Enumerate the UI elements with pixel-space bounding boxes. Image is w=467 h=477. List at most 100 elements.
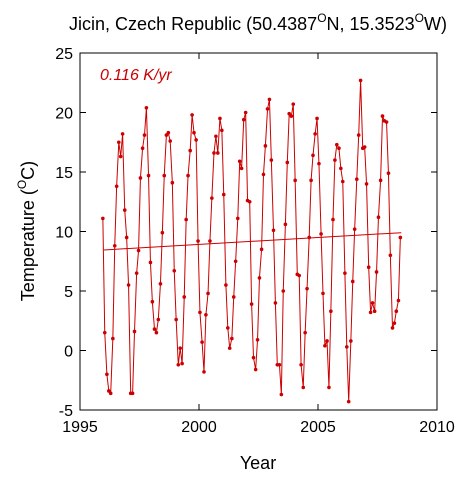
data-point <box>289 114 294 118</box>
data-point <box>150 299 155 304</box>
data-point <box>160 230 165 235</box>
data-point <box>372 309 377 314</box>
data-point <box>218 116 222 121</box>
data-point <box>349 339 353 343</box>
data-point <box>317 161 321 166</box>
data-point <box>221 192 226 197</box>
data-point <box>368 310 373 315</box>
x-tick-label: 1995 <box>62 419 98 436</box>
data-point <box>130 391 135 396</box>
data-point <box>249 302 254 306</box>
data-point <box>267 97 272 102</box>
chart-title-degree-north: O <box>317 11 326 25</box>
data-point <box>319 232 323 236</box>
data-point <box>162 173 167 178</box>
data-point <box>178 346 182 350</box>
y-tick-label: -5 <box>59 403 73 420</box>
data-point <box>329 309 333 314</box>
data-point <box>247 199 252 204</box>
data-point <box>340 179 345 184</box>
data-point <box>174 317 178 322</box>
data-point <box>370 301 375 305</box>
data-point <box>227 346 232 350</box>
y-axis-label-suffix: C) <box>18 161 38 180</box>
data-point <box>212 151 216 155</box>
chart-title-prefix: Jicin, Czech Republic (50.4387 <box>69 14 317 34</box>
chart-title: Jicin, Czech Republic (50.4387ON, 15.352… <box>69 11 447 34</box>
plot-frame <box>79 52 438 411</box>
y-tick-label: 20 <box>55 106 73 123</box>
data-point <box>374 270 379 274</box>
x-tick-label: 2000 <box>181 419 217 436</box>
data-point <box>261 172 266 177</box>
data-point <box>158 282 163 286</box>
data-point <box>206 291 210 296</box>
data-point <box>136 248 141 253</box>
data-point <box>154 330 159 335</box>
y-tick-label: 25 <box>55 46 73 63</box>
data-point <box>305 286 309 291</box>
x-axis-label: Year <box>240 453 276 473</box>
data-point <box>200 340 204 344</box>
data-point <box>116 140 121 145</box>
data-point <box>376 215 381 220</box>
y-axis-label-prefix: Temperature ( <box>18 189 38 301</box>
data-point <box>277 362 282 367</box>
data-point <box>339 166 343 171</box>
data-point <box>111 336 115 341</box>
data-point <box>386 171 391 175</box>
data-point <box>364 182 369 186</box>
data-point <box>285 160 290 165</box>
data-point <box>384 120 389 124</box>
data-point <box>394 309 399 314</box>
y-tick-label: 15 <box>55 165 73 182</box>
data-point <box>346 399 351 404</box>
data-point <box>140 146 145 150</box>
data-point <box>182 295 187 299</box>
data-point <box>156 317 161 322</box>
data-point <box>299 362 303 367</box>
data-point <box>188 148 192 153</box>
data-point <box>259 247 264 252</box>
data-point <box>253 367 258 372</box>
y-axis-label: Temperature (OC) <box>15 161 38 301</box>
data-point <box>202 370 206 374</box>
trend-line <box>103 232 402 251</box>
data-point <box>134 271 139 275</box>
data-point <box>255 337 260 342</box>
data-point <box>293 178 297 183</box>
data-point <box>398 235 403 240</box>
data-point <box>325 339 329 343</box>
data-point <box>281 289 286 293</box>
data-point <box>271 228 276 233</box>
data-point <box>323 343 327 348</box>
data-point <box>239 166 244 171</box>
data-point <box>378 178 383 183</box>
data-point <box>279 392 284 397</box>
data-point <box>101 216 105 221</box>
data-point <box>237 159 242 164</box>
data-point <box>198 310 202 315</box>
data-point <box>321 291 325 296</box>
data-point <box>170 180 175 185</box>
data-point <box>354 177 359 181</box>
data-point <box>214 134 218 139</box>
data-point <box>337 146 341 150</box>
data-point <box>233 259 238 264</box>
data-point <box>138 176 143 180</box>
y-tick-label: 0 <box>64 344 73 361</box>
data-point <box>180 361 184 366</box>
data-point <box>168 139 173 143</box>
data-point <box>102 330 107 335</box>
data-point <box>333 158 337 162</box>
data-point <box>220 128 224 133</box>
data-point <box>291 102 296 106</box>
y-tick-label: 10 <box>55 225 73 242</box>
data-point <box>283 222 288 227</box>
y-tick-label: 5 <box>64 284 73 301</box>
data-point <box>350 279 355 284</box>
data-point <box>204 313 208 317</box>
data-point <box>297 273 301 278</box>
